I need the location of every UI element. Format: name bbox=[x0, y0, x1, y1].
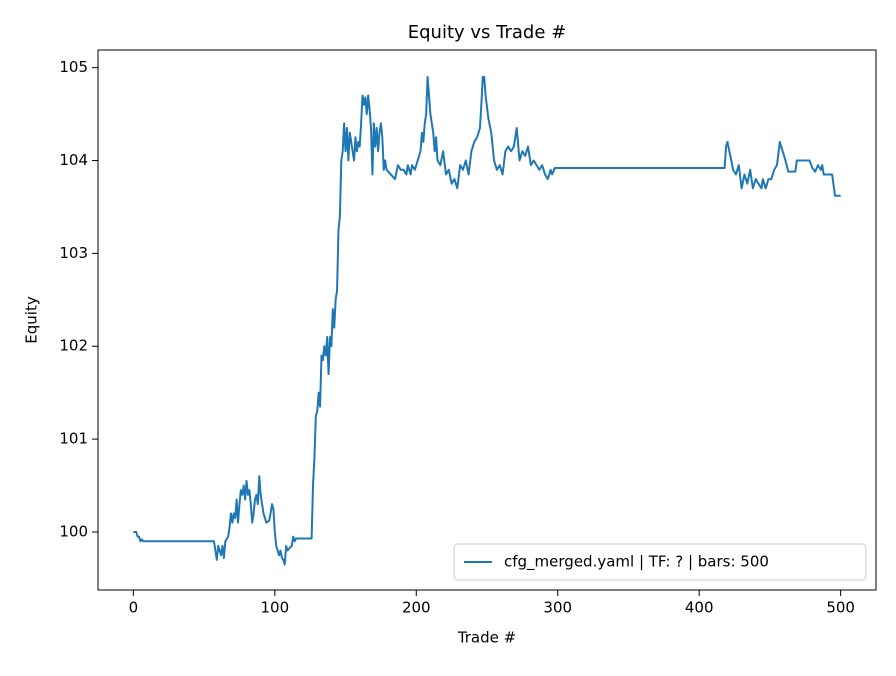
legend-box bbox=[453, 543, 867, 581]
y-tick-label: 101 bbox=[59, 430, 88, 448]
x-tick-label: 0 bbox=[129, 599, 139, 617]
y-axis-label: Equity bbox=[23, 296, 41, 344]
legend-label: cfg_merged.yaml | TF: ? | bars: 500 bbox=[504, 553, 769, 572]
y-tick-label: 100 bbox=[59, 522, 88, 540]
y-tick-label: 105 bbox=[59, 58, 88, 76]
y-tick-label: 103 bbox=[59, 244, 88, 262]
line bbox=[133, 75, 841, 566]
x-tick-label: 500 bbox=[826, 599, 855, 617]
x-tick-label: 100 bbox=[260, 599, 289, 617]
x-axis-label: Trade # bbox=[457, 629, 516, 647]
chart-title: Equity vs Trade # bbox=[408, 22, 566, 43]
x-tick-label: 200 bbox=[402, 599, 431, 617]
plot-frame bbox=[97, 49, 877, 591]
x-tick-label: 300 bbox=[543, 599, 572, 617]
y-tick-label: 104 bbox=[59, 151, 88, 169]
x-tick-label: 400 bbox=[685, 599, 714, 617]
y-tick-label: 102 bbox=[59, 337, 88, 355]
